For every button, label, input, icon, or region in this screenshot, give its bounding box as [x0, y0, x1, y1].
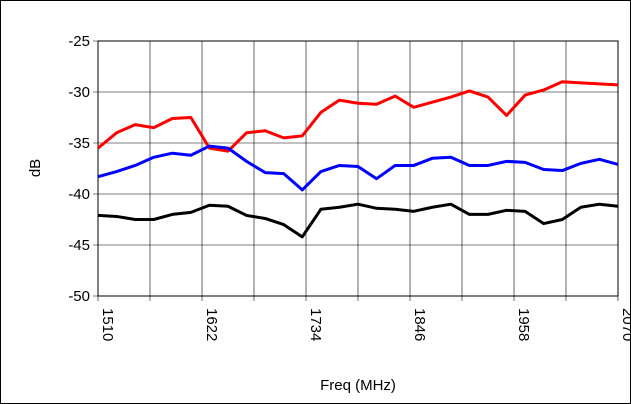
y-tick-label: -30: [68, 84, 90, 101]
plot-border: [97, 40, 619, 297]
y-tick-label: -45: [68, 237, 90, 254]
x-tick-label: 1734: [307, 308, 324, 341]
x-axis-label: Freq (MHz): [320, 377, 396, 394]
y-tick-label: -25: [68, 33, 90, 50]
y-axis-label: dB: [27, 159, 44, 177]
data-line: [97, 202, 619, 239]
x-tick-label: 1510: [99, 308, 116, 341]
data-line: [97, 144, 619, 192]
x-tick-label: 1846: [411, 308, 428, 341]
x-tick-label: 1958: [515, 308, 532, 341]
x-tick-label: 2070: [619, 308, 631, 341]
x-tick-label: 1622: [203, 308, 220, 341]
y-tick-label: -40: [68, 186, 90, 203]
y-tick-label: -35: [68, 135, 90, 152]
data-line: [97, 80, 619, 153]
y-tick-label: -50: [68, 288, 90, 305]
